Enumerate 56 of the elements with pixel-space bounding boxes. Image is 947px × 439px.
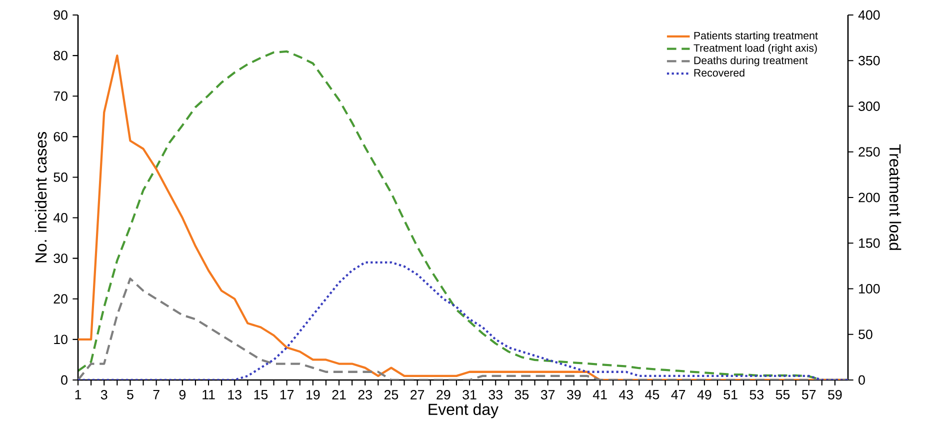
y2-tick-label: 150 xyxy=(859,238,880,248)
x-tick-label: 53 xyxy=(750,390,764,400)
y2-tick-label: 0 xyxy=(858,375,865,385)
x-tick-label: 15 xyxy=(254,390,268,400)
x-tick-label: 29 xyxy=(436,390,450,400)
x-tick-label: 13 xyxy=(228,390,242,400)
x-tick-label: 41 xyxy=(592,390,607,400)
x-tick-label: 9 xyxy=(179,390,186,400)
y2-tick-label: 250 xyxy=(858,147,880,157)
x-tick-label: 51 xyxy=(724,390,738,400)
x-tick-label: 55 xyxy=(776,390,790,400)
x-tick-label: 1 xyxy=(75,390,82,400)
x-axis-title: Event day xyxy=(428,403,499,418)
x-tick-label: 39 xyxy=(567,390,581,400)
y2-tick-label: 100 xyxy=(859,284,880,294)
x-tick-label: 11 xyxy=(202,390,215,400)
y-tick-label: 50 xyxy=(54,172,68,182)
x-tick-label: 3 xyxy=(100,390,108,400)
y-tick-label: 60 xyxy=(54,132,68,142)
x-tick-label: 45 xyxy=(645,390,660,400)
y2-tick-label: 400 xyxy=(858,10,880,20)
x-tick-label: 27 xyxy=(410,390,424,400)
y2-axis-title: Treatment load xyxy=(889,144,902,250)
x-tick-label: 47 xyxy=(671,390,686,400)
x-tick-label: 7 xyxy=(153,390,160,400)
legend-label: Recovered xyxy=(694,68,744,77)
legend-label: Patients starting treatment xyxy=(694,32,818,42)
x-tick-label: 35 xyxy=(514,390,529,400)
y-tick-label: 20 xyxy=(54,294,68,304)
y2-tick-label: 350 xyxy=(858,56,880,66)
y-tick-label: 10 xyxy=(54,334,68,344)
y2-tick-label: 50 xyxy=(858,330,872,340)
y-tick-label: 0 xyxy=(61,375,68,385)
y2-tick-label: 300 xyxy=(858,102,880,111)
x-tick-label: 37 xyxy=(540,390,555,400)
x-tick-label: 19 xyxy=(306,390,320,400)
y-tick-label: 80 xyxy=(54,50,68,60)
x-tick-label: 59 xyxy=(828,390,842,400)
y-tick-label: 70 xyxy=(54,91,68,101)
x-tick-label: 49 xyxy=(697,390,712,400)
x-tick-label: 5 xyxy=(127,390,134,400)
x-tick-label: 25 xyxy=(384,390,398,400)
x-tick-label: 23 xyxy=(358,390,372,400)
x-tick-label: 43 xyxy=(619,390,633,400)
legend-label: Deaths during treatment xyxy=(694,56,808,66)
x-tick-label: 21 xyxy=(332,390,346,400)
y-tick-label: 90 xyxy=(54,10,68,20)
x-tick-label: 17 xyxy=(280,390,294,400)
y-tick-label: 30 xyxy=(54,254,68,264)
y2-tick-label: 200 xyxy=(858,192,880,202)
y-axis-title: No. incident cases xyxy=(34,132,47,262)
x-tick-label: 57 xyxy=(802,390,816,400)
x-tick-label: 31 xyxy=(462,390,476,400)
y-tick-label: 40 xyxy=(53,213,68,222)
x-tick-label: 33 xyxy=(488,390,502,400)
legend-label: Treatment load (right axis) xyxy=(694,44,817,54)
